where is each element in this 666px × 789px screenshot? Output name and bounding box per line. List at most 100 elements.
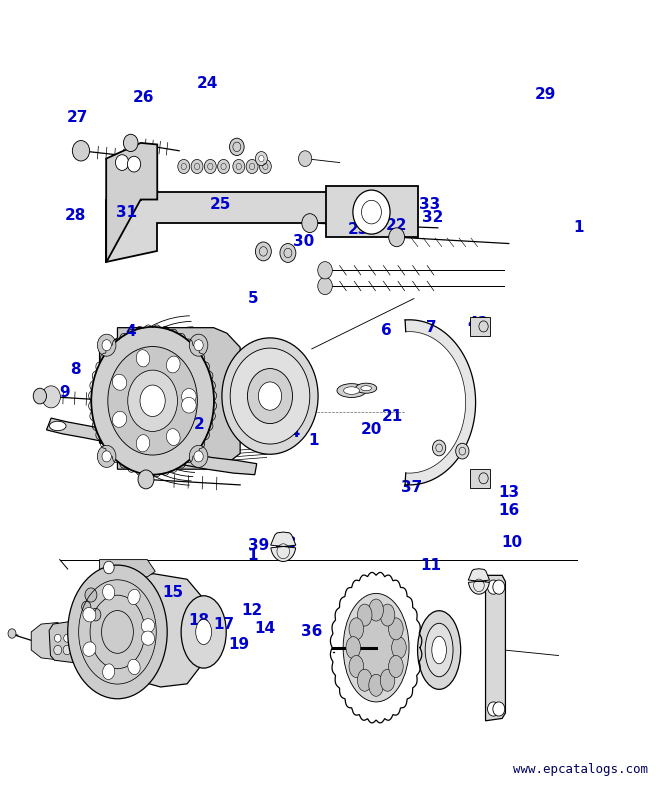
Circle shape (97, 335, 116, 356)
Text: 21: 21 (382, 409, 404, 424)
Text: 12: 12 (242, 604, 262, 619)
Ellipse shape (258, 155, 264, 162)
Ellipse shape (343, 593, 409, 702)
Text: 6: 6 (381, 323, 392, 338)
Circle shape (230, 138, 244, 155)
Polygon shape (486, 575, 505, 721)
Polygon shape (106, 182, 338, 263)
Text: 17: 17 (213, 616, 234, 631)
Ellipse shape (182, 398, 196, 413)
Text: 29: 29 (535, 87, 556, 102)
Ellipse shape (103, 664, 115, 679)
Ellipse shape (248, 368, 292, 424)
Circle shape (255, 242, 271, 261)
Text: 8: 8 (71, 362, 81, 377)
Circle shape (302, 214, 318, 233)
Polygon shape (99, 559, 155, 577)
Circle shape (123, 134, 138, 151)
Ellipse shape (137, 350, 150, 367)
Ellipse shape (432, 636, 446, 664)
Ellipse shape (113, 411, 127, 428)
Text: 41: 41 (101, 624, 121, 639)
Circle shape (318, 278, 332, 294)
Polygon shape (470, 317, 490, 336)
Circle shape (73, 645, 81, 655)
Circle shape (115, 155, 129, 170)
Ellipse shape (392, 637, 406, 659)
Ellipse shape (49, 421, 66, 431)
Ellipse shape (380, 604, 395, 626)
Polygon shape (326, 186, 418, 237)
Text: 38: 38 (274, 537, 296, 552)
Circle shape (233, 159, 245, 174)
Polygon shape (270, 532, 296, 562)
Polygon shape (470, 469, 490, 488)
Text: 25: 25 (210, 196, 231, 211)
Text: 31: 31 (115, 204, 137, 219)
Ellipse shape (258, 382, 282, 410)
Polygon shape (405, 320, 476, 485)
Ellipse shape (83, 608, 96, 622)
Ellipse shape (349, 618, 364, 640)
Ellipse shape (141, 631, 155, 645)
Circle shape (54, 645, 62, 655)
Text: 28: 28 (65, 208, 87, 222)
Text: 26: 26 (133, 90, 155, 105)
Text: www.epcatalogs.com: www.epcatalogs.com (513, 763, 648, 776)
Ellipse shape (388, 618, 403, 640)
Polygon shape (47, 418, 256, 475)
Text: 33: 33 (418, 196, 440, 211)
Text: 40: 40 (142, 634, 163, 649)
Circle shape (493, 580, 505, 594)
Text: 15: 15 (162, 585, 183, 600)
Ellipse shape (113, 374, 127, 391)
Ellipse shape (166, 356, 180, 373)
Text: 11: 11 (421, 559, 442, 574)
Circle shape (64, 634, 71, 642)
Text: 10: 10 (501, 535, 523, 550)
Polygon shape (106, 143, 157, 263)
Ellipse shape (337, 383, 366, 398)
Text: 24: 24 (196, 77, 218, 92)
Ellipse shape (388, 656, 403, 678)
Circle shape (488, 580, 500, 594)
Text: 1: 1 (573, 220, 583, 235)
Circle shape (97, 445, 116, 467)
Text: 23: 23 (348, 222, 369, 237)
Circle shape (102, 340, 111, 350)
Text: 1: 1 (308, 432, 318, 447)
Ellipse shape (230, 348, 310, 444)
Ellipse shape (181, 596, 226, 668)
Text: 19: 19 (228, 637, 249, 652)
Text: 14: 14 (255, 621, 276, 636)
Ellipse shape (196, 619, 212, 645)
Ellipse shape (103, 585, 115, 600)
Text: 37: 37 (401, 480, 422, 495)
Ellipse shape (358, 604, 372, 626)
Circle shape (55, 634, 61, 642)
Polygon shape (99, 327, 240, 469)
Circle shape (194, 451, 203, 462)
Ellipse shape (255, 151, 267, 166)
Text: 27: 27 (67, 110, 89, 125)
Circle shape (318, 262, 332, 279)
Text: 20: 20 (361, 422, 382, 437)
Ellipse shape (361, 386, 372, 391)
Circle shape (389, 228, 405, 247)
Circle shape (85, 588, 97, 602)
Circle shape (189, 445, 208, 467)
Circle shape (353, 190, 390, 234)
Ellipse shape (222, 338, 318, 454)
Text: 32: 32 (422, 210, 443, 225)
Circle shape (42, 386, 61, 408)
Circle shape (194, 340, 203, 350)
Polygon shape (114, 574, 210, 687)
Ellipse shape (380, 669, 395, 691)
Ellipse shape (108, 346, 197, 455)
Circle shape (33, 388, 47, 404)
Ellipse shape (128, 370, 177, 432)
Circle shape (280, 244, 296, 263)
Ellipse shape (128, 589, 140, 604)
Circle shape (82, 601, 91, 612)
Ellipse shape (418, 611, 461, 690)
